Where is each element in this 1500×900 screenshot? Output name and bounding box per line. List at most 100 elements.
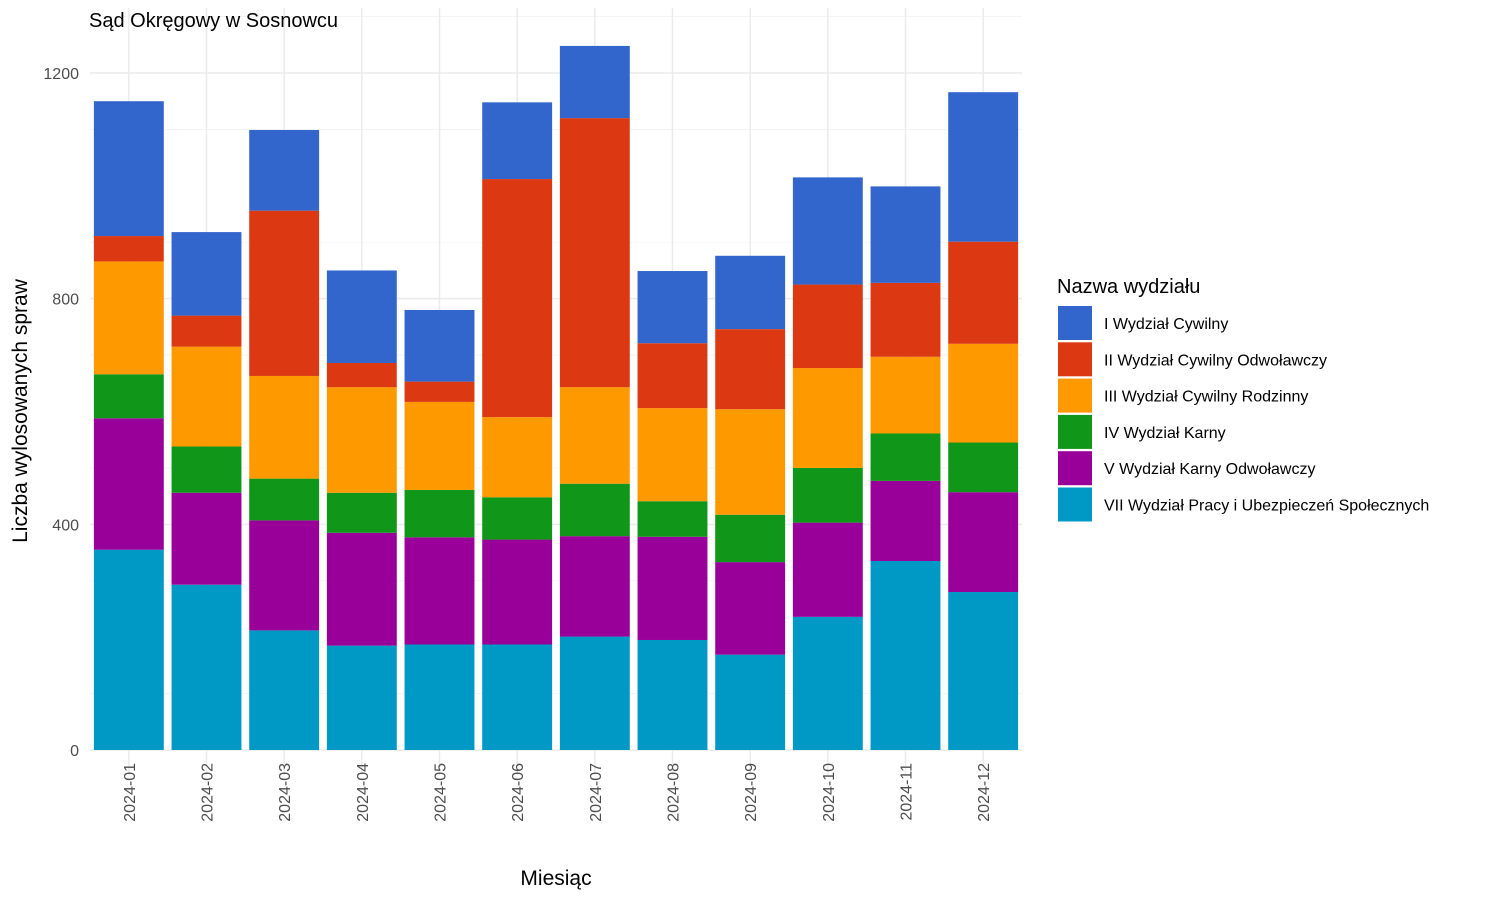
bar-2024-12-iii-wydzial-cywilny-rodzinny (948, 343, 1019, 443)
x-tick-labels: 2024-01 2024-02 2024-03 2024-04 2024-05 2024-… (122, 763, 993, 822)
bar-2024-10-iii-wydzial-cywilny-rodzinny (792, 368, 863, 468)
x-tick-label: 2024-01 (122, 763, 139, 822)
y-tick-label: 800 (52, 292, 79, 309)
y-tick-labels: 0 400 800 1200 (43, 66, 79, 760)
legend-item: III Wydział Cywilny Rodzinny (1058, 378, 1308, 413)
y-tick-label: 400 (52, 517, 79, 534)
bar-2024-06-ii-wydzial-cywilny-odwolawczy (482, 179, 553, 418)
legend-swatch (1058, 378, 1092, 413)
bar-2024-03-v-wydzial-karny-odwolawczy (249, 520, 320, 631)
bar-2024-06-iii-wydzial-cywilny-rodzinny (482, 417, 553, 498)
bar-2024-09-v-wydzial-karny-odwolawczy (715, 562, 786, 655)
bar-2024-02-iv-wydzial-karny (171, 446, 242, 493)
legend-swatch (1058, 342, 1092, 377)
bar-2024-06-vii-wydzial-pracy-i-ubezpieczen-spolecznych (482, 644, 553, 750)
x-tick-label: 2024-02 (200, 763, 217, 822)
bar-2024-12-vii-wydzial-pracy-i-ubezpieczen-spolecznych (948, 592, 1019, 750)
bar-2024-07-iv-wydzial-karny (559, 483, 630, 537)
legend-item: IV Wydział Karny (1058, 414, 1226, 449)
legend-label: II Wydział Cywilny Odwoławczy (1104, 352, 1327, 369)
legend-item: VII Wydział Pracy i Ubezpieczeń Społeczn… (1058, 487, 1429, 522)
bar-2024-05-iii-wydzial-cywilny-rodzinny (404, 401, 475, 490)
bar-2024-09-iii-wydzial-cywilny-rodzinny (715, 409, 786, 515)
bar-2024-01-v-wydzial-karny-odwolawczy (93, 418, 164, 550)
x-tick-label: 2024-10 (821, 763, 838, 822)
bar-2024-03-vii-wydzial-pracy-i-ubezpieczen-spolecznych (249, 630, 320, 750)
legend-label: I Wydział Cywilny (1104, 316, 1228, 333)
bar-2024-01-iii-wydzial-cywilny-rodzinny (93, 261, 164, 375)
bar-2024-06-iv-wydzial-karny (482, 497, 553, 540)
bar-2024-03-ii-wydzial-cywilny-odwolawczy (249, 210, 320, 376)
bar-2024-01-i-wydzial-cywilny (93, 101, 164, 237)
bar-2024-08-vii-wydzial-pracy-i-ubezpieczen-spolecznych (637, 639, 708, 750)
x-tick-label: 2024-12 (976, 763, 993, 822)
x-tick-label: 2024-07 (588, 763, 605, 822)
x-axis-title: Miesiąc (520, 867, 591, 890)
bar-2024-04-v-wydzial-karny-odwolawczy (326, 532, 397, 646)
bar-2024-12-ii-wydzial-cywilny-odwolawczy (948, 241, 1019, 344)
bar-2024-05-v-wydzial-karny-odwolawczy (404, 537, 475, 645)
bar-2024-04-iv-wydzial-karny (326, 492, 397, 533)
bar-2024-02-i-wydzial-cywilny (171, 232, 242, 316)
legend-item: I Wydział Cywilny (1058, 306, 1228, 340)
bar-2024-07-iii-wydzial-cywilny-rodzinny (559, 387, 630, 484)
bar-2024-07-v-wydzial-karny-odwolawczy (559, 536, 630, 637)
bar-2024-06-i-wydzial-cywilny (482, 102, 553, 180)
bar-2024-02-ii-wydzial-cywilny-odwolawczy (171, 315, 242, 347)
y-tick-label: 1200 (43, 66, 79, 83)
legend-title: Nazwa wydziału (1057, 276, 1200, 298)
bar-2024-05-iv-wydzial-karny (404, 489, 475, 538)
x-tick-label: 2024-04 (355, 763, 372, 822)
bar-2024-11-i-wydzial-cywilny (870, 186, 941, 283)
legend-swatch (1058, 487, 1092, 522)
bar-2024-09-i-wydzial-cywilny (715, 255, 786, 330)
bar-2024-12-v-wydzial-karny-odwolawczy (948, 492, 1019, 593)
bar-2024-10-ii-wydzial-cywilny-odwolawczy (792, 284, 863, 369)
bar-2024-10-vii-wydzial-pracy-i-ubezpieczen-spolecznych (792, 616, 863, 750)
bar-2024-01-vii-wydzial-pracy-i-ubezpieczen-spolecznych (93, 549, 164, 750)
x-tick-label: 2024-09 (743, 763, 760, 822)
bar-2024-04-i-wydzial-cywilny (326, 270, 397, 363)
bar-2024-04-ii-wydzial-cywilny-odwolawczy (326, 362, 397, 388)
bar-2024-10-v-wydzial-karny-odwolawczy (792, 522, 863, 617)
x-tick-label: 2024-11 (899, 763, 916, 821)
bar-2024-07-ii-wydzial-cywilny-odwolawczy (559, 118, 630, 388)
y-tick-label: 0 (70, 743, 79, 760)
legend: Nazwa wydziału I Wydział Cywilny II Wydzi… (1057, 276, 1429, 522)
x-tick-label: 2024-03 (277, 763, 294, 822)
bar-2024-09-ii-wydzial-cywilny-odwolawczy (715, 329, 786, 410)
legend-swatch (1058, 451, 1092, 486)
chart-title: Sąd Okręgowy w Sosnowcu (89, 10, 338, 32)
bar-2024-10-i-wydzial-cywilny (792, 177, 863, 285)
bar-2024-11-vii-wydzial-pracy-i-ubezpieczen-spolecznych (870, 561, 941, 750)
bar-2024-12-iv-wydzial-karny (948, 442, 1019, 493)
bar-2024-05-i-wydzial-cywilny (404, 309, 475, 382)
bar-2024-05-vii-wydzial-pracy-i-ubezpieczen-spolecznych (404, 644, 475, 750)
bar-2024-08-v-wydzial-karny-odwolawczy (637, 536, 708, 640)
legend-label: V Wydział Karny Odwoławczy (1104, 461, 1315, 478)
legend-label: VII Wydział Pracy i Ubezpieczeń Społeczn… (1104, 498, 1429, 515)
x-tick-label: 2024-06 (510, 763, 527, 822)
legend-label: III Wydział Cywilny Rodzinny (1104, 389, 1308, 406)
bar-2024-06-v-wydzial-karny-odwolawczy (482, 539, 553, 645)
bars (93, 45, 1019, 750)
legend-swatch (1058, 306, 1092, 340)
bar-2024-12-i-wydzial-cywilny (948, 92, 1019, 242)
legend-item: II Wydział Cywilny Odwoławczy (1058, 342, 1327, 377)
bar-2024-04-vii-wydzial-pracy-i-ubezpieczen-spolecznych (326, 645, 397, 750)
bar-2024-01-ii-wydzial-cywilny-odwolawczy (93, 236, 164, 262)
bar-2024-02-iii-wydzial-cywilny-rodzinny (171, 346, 242, 447)
legend-item: V Wydział Karny Odwoławczy (1058, 451, 1315, 486)
bar-2024-08-iv-wydzial-karny (637, 501, 708, 537)
bar-2024-11-v-wydzial-karny-odwolawczy (870, 480, 941, 562)
bar-2024-02-v-wydzial-karny-odwolawczy (171, 492, 242, 585)
bar-2024-02-vii-wydzial-pracy-i-ubezpieczen-spolecznych (171, 584, 242, 750)
x-tick-label: 2024-08 (666, 763, 683, 822)
y-axis-title: Liczba wylosowanych spraw (9, 278, 32, 543)
bar-2024-08-i-wydzial-cywilny (637, 271, 708, 344)
bar-2024-05-ii-wydzial-cywilny-odwolawczy (404, 381, 475, 402)
bar-2024-03-iv-wydzial-karny (249, 478, 320, 521)
bar-2024-11-iii-wydzial-cywilny-rodzinny (870, 356, 941, 434)
legend-swatch (1058, 414, 1092, 449)
bar-2024-08-iii-wydzial-cywilny-rodzinny (637, 408, 708, 502)
